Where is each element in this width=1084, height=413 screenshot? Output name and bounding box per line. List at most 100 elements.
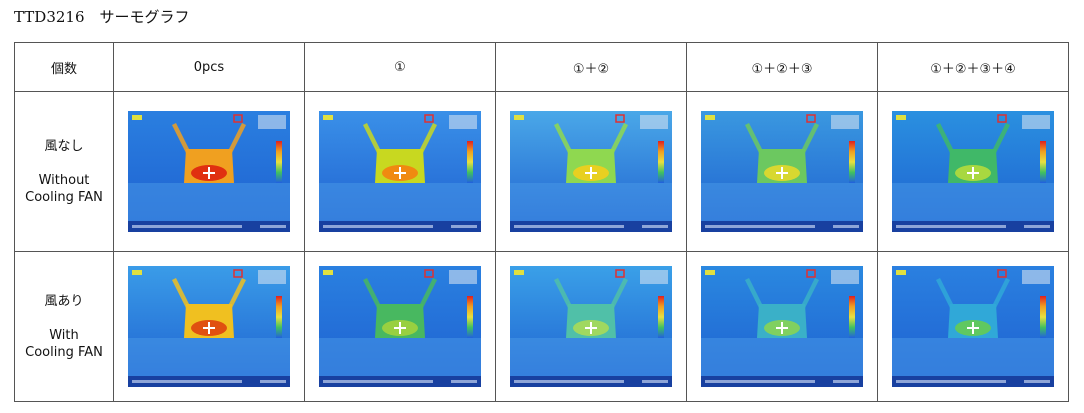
status-text [1024, 225, 1050, 228]
color-scale [658, 141, 664, 183]
status-text [132, 225, 242, 228]
crosshair [776, 322, 788, 334]
horizon [892, 183, 1054, 223]
camera-icon [615, 269, 625, 278]
status-text [323, 380, 433, 383]
status-text [642, 225, 668, 228]
status-text [833, 380, 859, 383]
color-scale [849, 141, 855, 183]
status-text [705, 380, 815, 383]
camera-icon [806, 114, 816, 123]
thermal-image [892, 111, 1054, 232]
status-icon [514, 115, 524, 120]
camera-icon [233, 269, 243, 278]
horizon [510, 183, 672, 223]
header-cell: ①＋②＋③ [686, 42, 878, 92]
thermo-table: 個数 0pcs ① ①＋② ①＋②＋③ ①＋②＋③＋④ 風なし Without … [14, 42, 1069, 402]
image-cell [686, 91, 878, 252]
horizon [510, 338, 672, 378]
crosshair [585, 167, 597, 179]
header-cell: ①＋② [495, 42, 687, 92]
status-text [514, 225, 624, 228]
horizon [701, 183, 863, 223]
label-en: Cooling FAN [25, 344, 103, 360]
image-cell [686, 251, 878, 402]
thermal-image [510, 111, 672, 232]
color-scale [658, 296, 664, 338]
image-cell [113, 91, 305, 252]
camera-icon [424, 114, 434, 123]
color-scale [467, 296, 473, 338]
info-block [831, 270, 859, 284]
camera-icon [997, 114, 1007, 123]
status-icon [705, 115, 715, 120]
status-text [1024, 380, 1050, 383]
camera-icon [233, 114, 243, 123]
crosshair [203, 322, 215, 334]
thermal-image [319, 111, 481, 232]
color-scale [276, 296, 282, 338]
crosshair [203, 167, 215, 179]
info-block [1022, 115, 1050, 129]
color-scale [849, 296, 855, 338]
thermal-image [128, 266, 290, 387]
color-scale [467, 141, 473, 183]
label-en: With [49, 327, 79, 343]
info-block [258, 270, 286, 284]
info-block [258, 115, 286, 129]
info-block [640, 270, 668, 284]
crosshair [585, 322, 597, 334]
status-text [451, 225, 477, 228]
label-en: Cooling FAN [25, 189, 103, 205]
header-cell: ①＋②＋③＋④ [877, 42, 1069, 92]
image-cell [304, 91, 496, 252]
horizon [128, 183, 290, 223]
thermal-image [128, 111, 290, 232]
horizon [701, 338, 863, 378]
thermal-image [319, 266, 481, 387]
row: 風なし Without Cooling FAN [14, 91, 1069, 252]
image-cell [877, 91, 1069, 252]
image-cell [495, 251, 687, 402]
status-icon [132, 270, 142, 275]
crosshair [394, 167, 406, 179]
status-text [323, 225, 433, 228]
header-row: 個数 0pcs ① ①＋② ①＋②＋③ ①＋②＋③＋④ [14, 42, 1069, 92]
status-text [705, 225, 815, 228]
header-cell: ① [304, 42, 496, 92]
color-scale [1040, 141, 1046, 183]
crosshair [394, 322, 406, 334]
row-label: 風あり With Cooling FAN [14, 251, 114, 402]
label-en: Without [38, 172, 90, 188]
document-title: TTD3216 サーモグラフ [14, 8, 190, 26]
status-icon [514, 270, 524, 275]
status-text [896, 225, 1006, 228]
camera-icon [615, 114, 625, 123]
horizon [892, 338, 1054, 378]
status-icon [896, 270, 906, 275]
status-text [833, 225, 859, 228]
crosshair [967, 322, 979, 334]
info-block [640, 115, 668, 129]
label-ja: 風なし [44, 138, 84, 154]
label-ja: 風あり [44, 293, 84, 309]
thermal-image [892, 266, 1054, 387]
status-icon [705, 270, 715, 275]
status-text [896, 380, 1006, 383]
status-icon [896, 115, 906, 120]
color-scale [1040, 296, 1046, 338]
thermal-image [701, 266, 863, 387]
header-cell: 個数 [14, 42, 114, 92]
thermal-image [510, 266, 672, 387]
image-cell [877, 251, 1069, 402]
camera-icon [424, 269, 434, 278]
image-cell [304, 251, 496, 402]
horizon [319, 338, 481, 378]
info-block [1022, 270, 1050, 284]
thermal-image [701, 111, 863, 232]
image-cell [113, 251, 305, 402]
status-icon [132, 115, 142, 120]
info-block [449, 115, 477, 129]
status-text [260, 225, 286, 228]
